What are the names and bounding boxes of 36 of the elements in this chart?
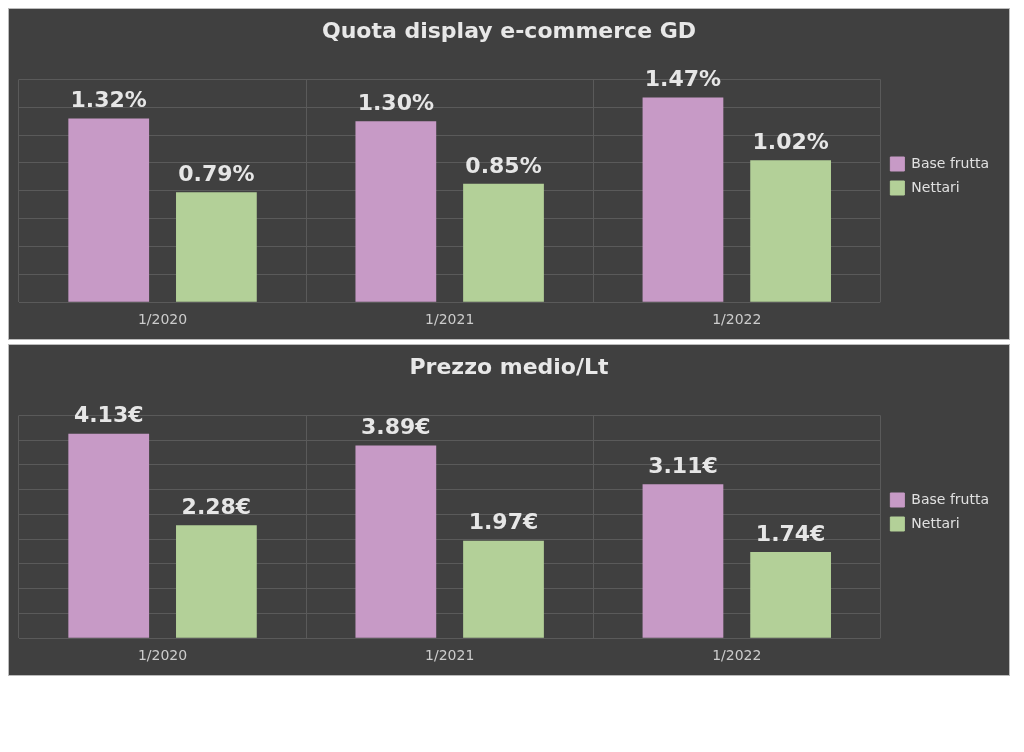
x-tick-label: 1/2020	[137, 647, 188, 664]
x-tick-label: 1/2022	[712, 311, 762, 328]
data-label: 1.97€	[468, 509, 539, 535]
bar	[642, 97, 724, 302]
legend-label: Nettari	[911, 514, 960, 531]
bar	[463, 540, 544, 638]
data-label: 1.74€	[755, 520, 826, 546]
x-tick-label: 1/2022	[712, 647, 762, 664]
data-label: 2.28€	[181, 494, 252, 520]
bar	[750, 552, 831, 638]
data-label: 1.47%	[644, 66, 722, 92]
x-tick-label: 1/2020	[137, 311, 188, 328]
bar	[642, 484, 724, 638]
data-label: 0.79%	[178, 160, 255, 186]
data-label: 3.11€	[648, 452, 718, 478]
data-label: 1.02%	[752, 128, 829, 154]
bar	[355, 121, 437, 302]
legend-label: Base frutta	[911, 490, 989, 507]
legend-label: Nettari	[911, 178, 960, 195]
data-label: 1.30%	[357, 89, 434, 115]
chart-title: Prezzo medio/Lt	[409, 353, 610, 379]
x-tick-label: 1/2021	[425, 311, 475, 328]
bar	[176, 192, 257, 302]
bar	[463, 183, 544, 302]
bar	[750, 160, 831, 302]
data-label: 1.32%	[70, 87, 147, 113]
bar	[68, 118, 150, 302]
x-tick-label: 1/2021	[425, 647, 475, 664]
chart-title: Quota display e-commerce GD	[321, 17, 697, 43]
data-label: 4.13€	[73, 402, 144, 428]
bar	[176, 525, 257, 638]
data-label: 0.85%	[465, 152, 542, 178]
bar	[355, 445, 437, 638]
legend-label: Base frutta	[911, 154, 989, 171]
data-label: 3.89€	[361, 414, 431, 440]
bar	[68, 433, 150, 638]
